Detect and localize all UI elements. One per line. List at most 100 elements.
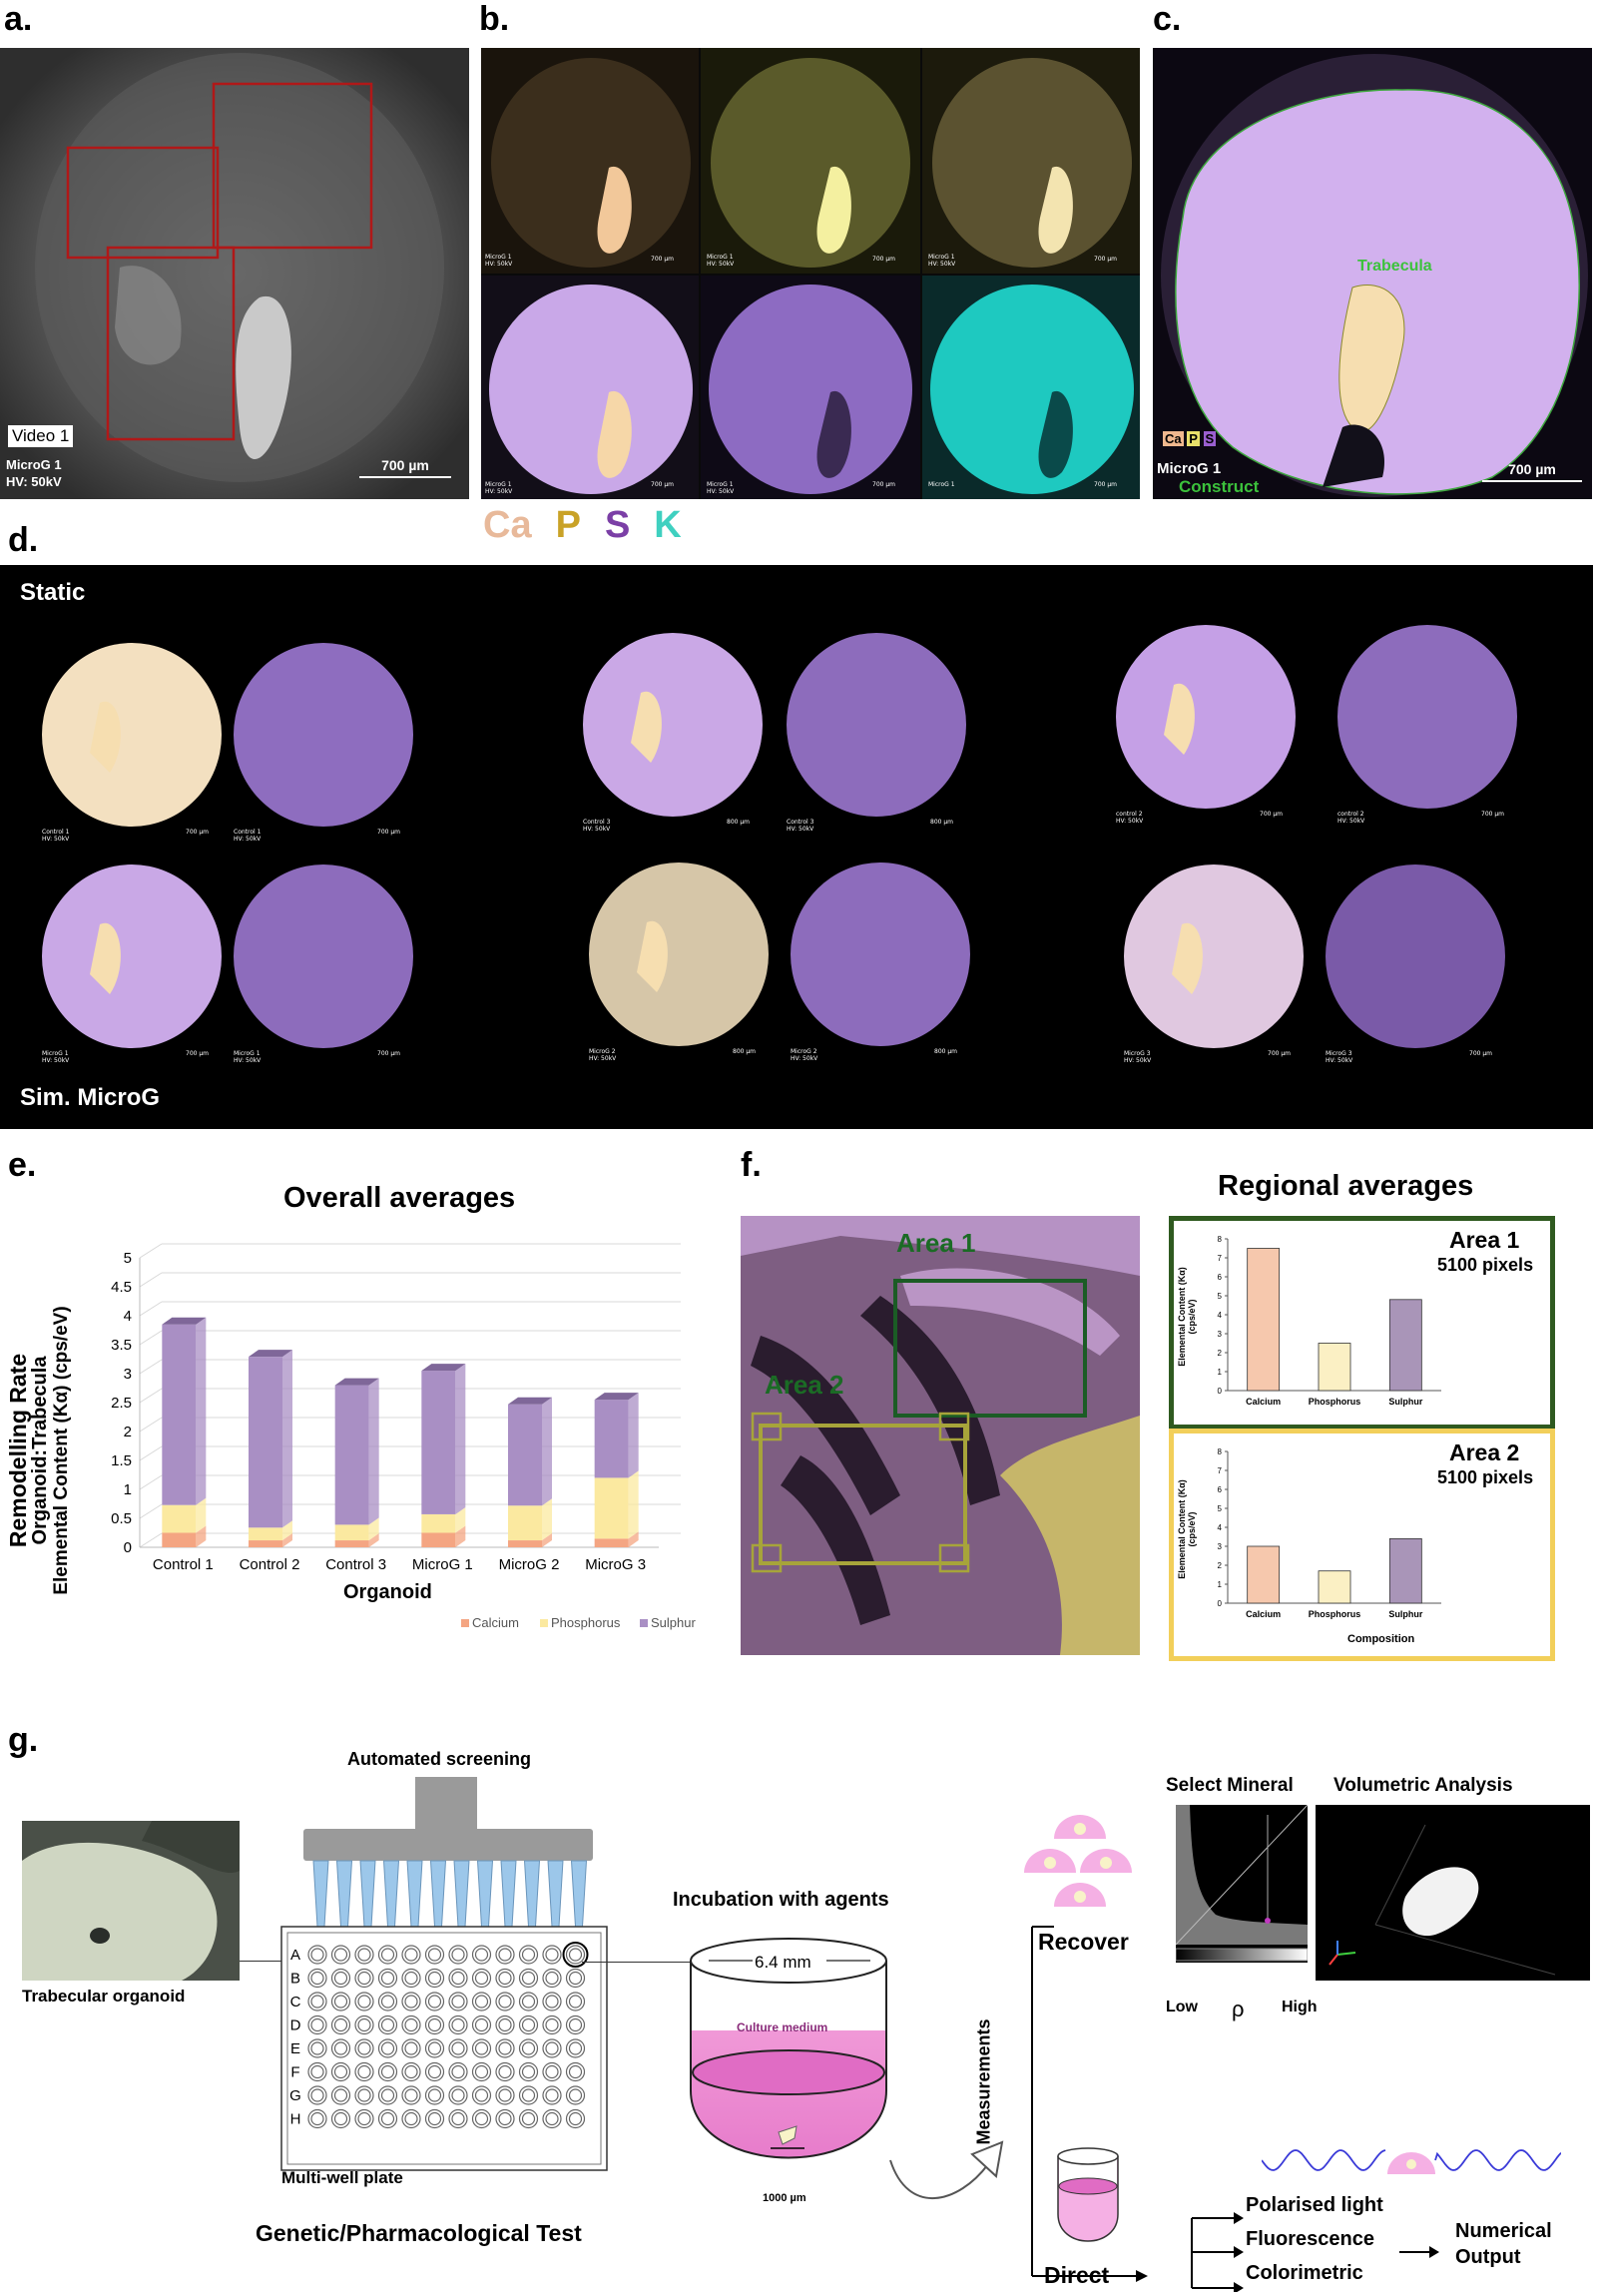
- plate-well: [565, 2108, 586, 2129]
- chart-e-xtick: Control 1: [153, 1556, 214, 1573]
- chart-e-bar-side: [455, 1506, 466, 1533]
- plate-well-inner: [310, 1995, 324, 2009]
- plate-well-inner: [451, 1995, 465, 2009]
- chart-e-bar-calcium: [594, 1531, 639, 1547]
- plate-well: [448, 1992, 468, 2011]
- plate-well-inner: [427, 2111, 442, 2126]
- plate-row-label: F: [290, 2064, 299, 2081]
- plate-well-inner: [380, 2017, 395, 2032]
- d-tile-10: [791, 862, 970, 1046]
- trabecular-organoid-label: Trabecular organoid: [22, 1987, 186, 2006]
- high-label: High: [1282, 1999, 1318, 2015]
- d-tile-hv: HV: 50kV: [787, 826, 814, 833]
- d-tile-scale: 700 µm: [186, 1050, 210, 1057]
- d-tile-6: [1337, 625, 1517, 809]
- plate-well: [401, 2014, 421, 2035]
- chart-area2-title: Area 2: [1449, 1439, 1520, 1465]
- video-label: Video 1: [8, 425, 74, 447]
- chart-e-xtick: MicroG 1: [412, 1556, 473, 1573]
- plate-well: [354, 2085, 374, 2105]
- chart-e-ytick: 1.5: [111, 1452, 132, 1469]
- plate-well: [377, 2014, 398, 2035]
- plate-well-inner: [568, 2064, 583, 2079]
- plate-well: [424, 1968, 445, 1989]
- plate-well-inner: [568, 1971, 583, 1986]
- c-legend-p: P: [1187, 431, 1200, 446]
- construct-label: Construct: [1179, 477, 1260, 496]
- d-tile-name: Control 3: [583, 819, 611, 826]
- plate-well: [565, 1992, 586, 2011]
- plate-well-inner: [333, 2041, 348, 2055]
- plate-well-inner: [451, 2111, 465, 2126]
- plate-well: [448, 2014, 468, 2035]
- chart-e-legend-swatch: [640, 1619, 648, 1627]
- plate-well: [307, 1945, 327, 1965]
- b-tile6-scale: 700 µm: [1094, 481, 1118, 488]
- plate-well-inner: [357, 2088, 371, 2102]
- area-chart-ytick: 5: [1218, 1504, 1223, 1513]
- plate-well: [565, 1945, 586, 1965]
- chart-e-gridline-diag: [139, 1272, 163, 1288]
- d-tile-scale: 700 µm: [186, 829, 210, 836]
- b-tile3-label: MicroG 1 HV: 50kV: [928, 254, 955, 268]
- plate-well: [518, 1968, 539, 1989]
- d-tile-11: [1124, 864, 1304, 1048]
- d-tile-name: MicroG 1: [42, 1050, 69, 1057]
- chart-e-bar-phosphorus: [421, 1506, 466, 1533]
- d-tile-name: control 2: [1337, 811, 1364, 818]
- chart-e-bar-side: [282, 1520, 292, 1541]
- measurements-bracket: [1031, 1926, 1148, 2282]
- plate-well-inner: [545, 2111, 559, 2126]
- pipette-tip: [382, 1860, 400, 1928]
- area1-overlay-label: Area 1: [896, 1228, 976, 1258]
- chart-overall-averages: Overall averages Remodelling Rate Organo…: [0, 1168, 729, 1637]
- d-tile-scale: 700 µm: [1260, 811, 1284, 818]
- plate-well-inner: [521, 2017, 536, 2032]
- plate-well: [424, 2014, 445, 2035]
- genetic-pharmacological-label: Genetic/Pharmacological Test: [256, 2220, 582, 2246]
- multiwell-plate-label: Multi-well plate: [281, 2168, 403, 2187]
- area-chart-bar-calcium: [1247, 1545, 1281, 1604]
- b-tile1-name: MicroG 1: [485, 254, 512, 261]
- element-legend-ca: Ca: [483, 504, 532, 546]
- plate-well-inner: [404, 2064, 418, 2079]
- chart-area2-ylabel: Elemental Content (Kα) (cps/eV): [1177, 1479, 1197, 1579]
- b-tile1-scale: 700 µm: [651, 256, 675, 263]
- c-sample-label: MicroG 1: [1157, 460, 1222, 477]
- plate-well: [448, 2108, 468, 2129]
- d-tile-8: [234, 864, 413, 1048]
- d-tile-organoid: [583, 633, 763, 817]
- chart-e-gridline-diag: [139, 1388, 163, 1404]
- d-tile-trabecula: [637, 920, 668, 992]
- panel-label-b: b.: [479, 0, 510, 38]
- plate-well-inner: [380, 2041, 395, 2055]
- micron-scale-label: 1000 µm: [763, 2192, 806, 2204]
- b-tile2-label: MicroG 1 HV: 50kV: [707, 254, 734, 268]
- d-tile-trabecula: [631, 691, 662, 763]
- plate-well-inner: [380, 2064, 395, 2079]
- d-tile-hv: HV: 50kV: [583, 826, 611, 833]
- area-chart-ytick: 3: [1218, 1542, 1223, 1551]
- plate-well: [518, 2038, 539, 2058]
- plate-well: [424, 1945, 445, 1965]
- b-tile6-label: MicroG 1: [928, 481, 955, 488]
- chart-e-bar-side: [628, 1470, 639, 1539]
- hv-label: HV: 50kV: [6, 474, 62, 489]
- chart-e-xlabel: Organoid: [343, 1581, 432, 1603]
- plate-well: [330, 1968, 351, 1989]
- d-tile-label: Control 1 HV: 50kV: [234, 829, 261, 843]
- d-tile-trabecula: [90, 701, 121, 773]
- panel-d-image-grid: Static Sim. MicroG Control 1 HV: 50kV 700 …: [0, 565, 1593, 1129]
- plate-row-label: D: [290, 2017, 301, 2034]
- chart-e-bar-front: [594, 1477, 629, 1539]
- d-tile-scale: 700 µm: [377, 829, 401, 836]
- plate-well: [401, 2038, 421, 2058]
- chart-e-bar-front: [508, 1505, 542, 1541]
- chart-e-title: Overall averages: [283, 1182, 516, 1214]
- plate-well-inner: [521, 1971, 536, 1986]
- chart-e-gridline-diag: [139, 1417, 163, 1433]
- plate-well: [471, 2014, 492, 2035]
- plate-well-inner: [357, 2041, 371, 2055]
- d-tile-5: [1116, 625, 1296, 809]
